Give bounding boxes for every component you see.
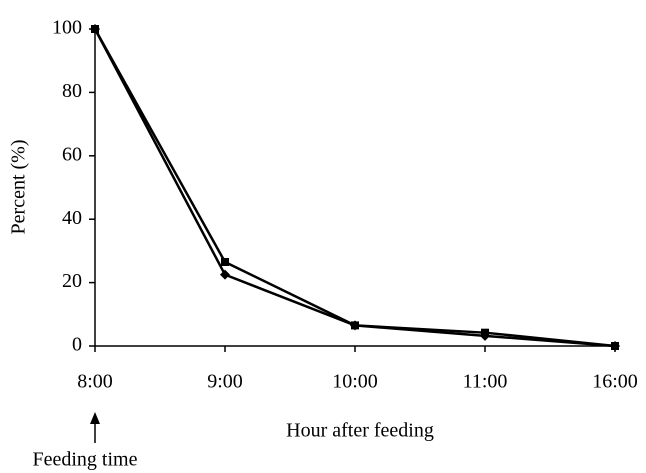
marker xyxy=(351,321,359,330)
series-line xyxy=(93,28,616,348)
marker xyxy=(481,328,489,337)
y-tick-label: 20 xyxy=(62,270,82,292)
y-tick-label: 60 xyxy=(62,143,82,165)
y-tick-label: 40 xyxy=(62,207,82,229)
x-tick-label: 11:00 xyxy=(463,371,508,393)
marker xyxy=(91,25,99,33)
marker xyxy=(611,342,619,350)
x-tick-label: 16:00 xyxy=(592,371,638,393)
series-line xyxy=(93,28,616,348)
y-tick-label: 100 xyxy=(52,17,82,39)
x-tick-label: 8:00 xyxy=(77,371,113,393)
y-axis-title: Percent (%) xyxy=(8,140,30,235)
y-tick-label: 0 xyxy=(72,334,82,356)
marker xyxy=(220,269,230,280)
marker xyxy=(221,257,229,266)
y-tick-label: 80 xyxy=(62,80,82,102)
x-tick-label: 10:00 xyxy=(332,371,378,393)
x-tick-label: 9:00 xyxy=(207,371,243,393)
x-axis-title: Hour after feeding xyxy=(286,420,434,442)
annotation: Feeding time xyxy=(33,449,138,471)
arrow-head xyxy=(90,412,100,424)
